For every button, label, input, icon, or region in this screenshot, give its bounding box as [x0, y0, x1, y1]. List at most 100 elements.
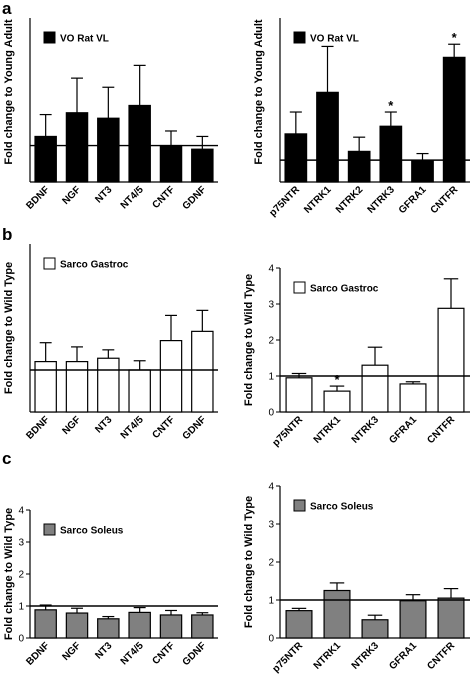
significance-star: *	[334, 372, 340, 387]
bar	[437, 597, 465, 639]
category-label: NTRK3	[350, 414, 382, 446]
category-label: NT3	[93, 414, 114, 435]
panel-letter-b: b	[2, 225, 12, 244]
bar	[97, 357, 120, 413]
y-tick-label: 0	[268, 634, 274, 645]
category-label: NTRK1	[312, 640, 344, 672]
category-label: NT4/5	[119, 184, 146, 211]
y-axis-label: Fold change to Wild Type	[243, 274, 255, 406]
bar	[285, 610, 313, 639]
category-label: CNTFR	[429, 184, 461, 216]
y-tick-label: 3	[18, 538, 24, 549]
bar	[191, 330, 214, 413]
category-label: GFRA1	[387, 414, 419, 446]
y-axis-label: Fold change to Young Adult	[3, 19, 15, 165]
significance-star: *	[388, 98, 394, 113]
legend-swatch	[293, 281, 306, 294]
category-label: p75NTR	[271, 640, 306, 675]
y-tick-label: 1	[18, 602, 24, 613]
y-tick-label: 3	[268, 520, 274, 531]
legend-label: VO Rat VL	[310, 34, 359, 45]
bar	[34, 609, 57, 639]
category-label: GDNF	[181, 184, 209, 212]
y-axis-label: Fold change to Young Adult	[253, 19, 265, 165]
category-label: CNTF	[150, 184, 177, 211]
category-label: BDNF	[24, 414, 51, 441]
y-tick-label: 3	[268, 300, 274, 311]
bar	[442, 56, 466, 183]
y-tick-label: 4	[268, 264, 274, 275]
bar	[379, 125, 403, 183]
bar	[399, 600, 427, 639]
legend-label: Sarco Gastroc	[60, 260, 129, 271]
bar	[65, 612, 89, 639]
panel-letter-a: a	[2, 0, 12, 18]
bar	[323, 589, 351, 639]
y-tick-label: 2	[268, 558, 274, 569]
category-label: BDNF	[24, 184, 51, 211]
category-label: NT4/5	[119, 640, 146, 667]
chart-2: Fold change to Wild Type BDNF NGF NT3 NT4/5 C…	[3, 244, 218, 442]
bar	[65, 361, 89, 413]
category-label: NTRK1	[302, 184, 334, 216]
y-axis-label: Fold change to Wild Type	[3, 262, 15, 394]
category-label: NTRK3	[366, 184, 398, 216]
y-tick-label: 4	[18, 506, 24, 517]
y-tick-label: 0	[18, 634, 24, 645]
bar	[323, 390, 351, 413]
legend-swatch	[293, 499, 306, 512]
bar	[34, 361, 57, 413]
category-label: GDNF	[181, 414, 209, 442]
y-tick-label: 1	[268, 596, 274, 607]
bar	[128, 611, 151, 639]
chart-3: 0 1 2 3 4 Fold change to Wild Type p75NTR * NTRK…	[243, 264, 470, 449]
y-tick-label: 1	[268, 372, 274, 383]
legend-swatch	[293, 31, 306, 44]
chart-5: 0 1 2 3 4 Fold change to Wild Type p75NTR NTRK1…	[243, 482, 470, 675]
bar	[97, 618, 120, 639]
y-tick-label: 2	[18, 570, 24, 581]
bar	[34, 135, 57, 183]
bar	[361, 364, 389, 413]
bar	[159, 614, 183, 639]
bar	[159, 340, 183, 413]
category-label: NGF	[60, 184, 83, 207]
category-label: NGF	[60, 640, 83, 663]
category-label: NT4/5	[119, 414, 146, 441]
legend-label: Sarco Soleus	[310, 502, 374, 513]
bar	[97, 117, 120, 183]
legend-swatch	[43, 257, 56, 270]
category-label: BDNF	[24, 640, 51, 667]
bar	[159, 144, 183, 183]
bar	[128, 104, 151, 183]
category-label: p75NTR	[271, 414, 306, 449]
y-axis-label: Fold change to Wild Type	[243, 496, 255, 628]
significance-star: *	[452, 30, 458, 45]
bar	[347, 150, 371, 183]
bar	[361, 619, 389, 639]
legend-label: Sarco Soleus	[60, 526, 124, 537]
y-axis-label: Fold change to Wild Type	[3, 508, 15, 640]
y-tick-label: 4	[268, 482, 274, 493]
category-label: NT3	[93, 184, 114, 205]
category-label: p75NTR	[267, 184, 302, 219]
legend-label: VO Rat VL	[60, 34, 109, 45]
bar	[411, 159, 434, 183]
bar	[191, 614, 214, 639]
bar	[285, 377, 313, 413]
bar	[316, 91, 339, 183]
category-label: NTRK1	[312, 414, 344, 446]
y-tick-label: 0	[268, 408, 274, 419]
bar	[399, 383, 427, 413]
category-label: CNTFR	[425, 414, 457, 446]
category-label: NGF	[60, 414, 83, 437]
category-label: CNTF	[150, 640, 177, 667]
bar	[128, 369, 151, 413]
category-label: NT3	[93, 640, 114, 661]
category-label: NTRK3	[350, 640, 382, 672]
y-tick-label: 2	[268, 336, 274, 347]
category-label: GDNF	[181, 640, 209, 668]
bar	[191, 148, 214, 183]
